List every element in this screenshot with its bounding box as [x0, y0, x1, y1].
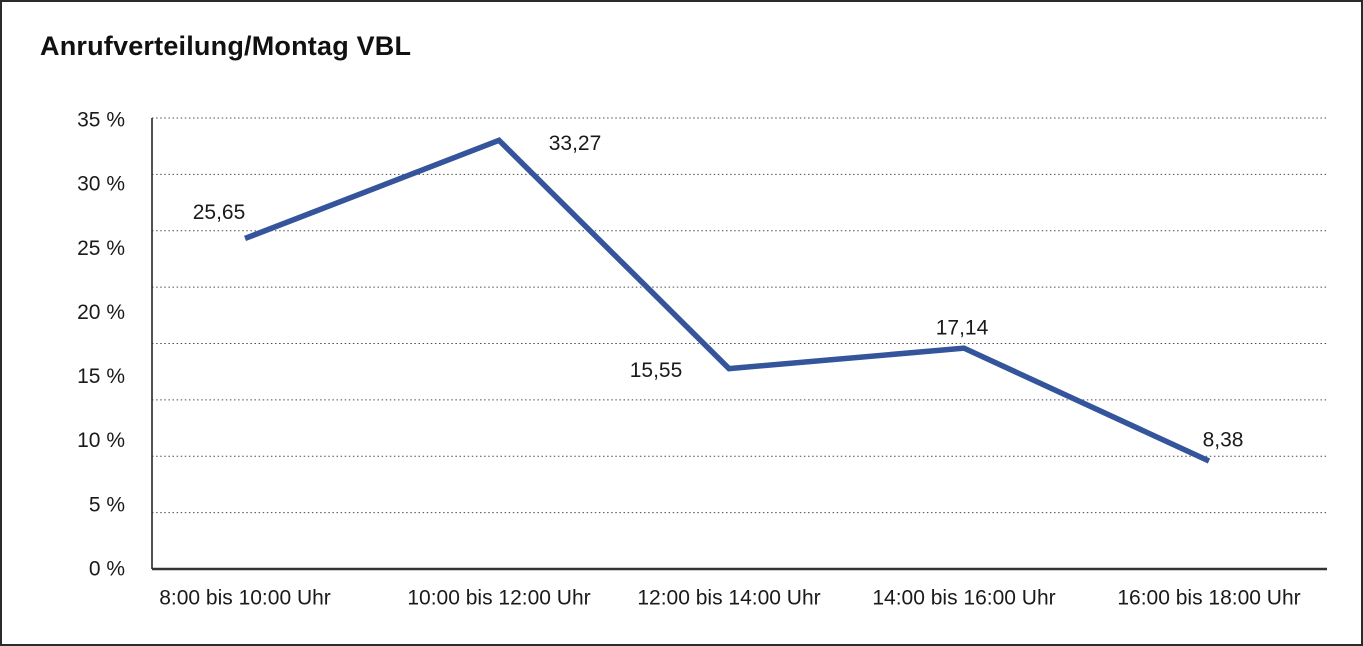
series-line: [244, 137, 1211, 464]
y-tick-label: 20 %: [77, 301, 125, 324]
y-tick-label: 0 %: [89, 558, 125, 581]
y-tick-label: 35 %: [77, 109, 125, 132]
data-label: 25,65: [193, 201, 246, 224]
y-tick-label: 5 %: [89, 493, 125, 516]
data-label: 33,27: [549, 132, 602, 155]
x-tick-label: 16:00 bis 18:00 Uhr: [1117, 587, 1300, 610]
x-tick-label: 10:00 bis 12:00 Uhr: [407, 587, 590, 610]
data-label: 17,14: [936, 317, 989, 340]
y-tick-label: 30 %: [77, 173, 125, 196]
y-tick-label: 10 %: [77, 429, 125, 452]
x-tick-label: 8:00 bis 10:00 Uhr: [159, 587, 331, 610]
chart-title: Anrufverteilung/Montag VBL: [40, 31, 412, 61]
y-tick-label: 15 %: [77, 365, 125, 388]
x-tick-label: 12:00 bis 14:00 Uhr: [637, 587, 820, 610]
x-tick-label: 14:00 bis 16:00 Uhr: [872, 587, 1055, 610]
data-label: 8,38: [1203, 429, 1244, 452]
y-tick-label: 25 %: [77, 237, 125, 260]
data-label: 15,55: [630, 359, 683, 382]
